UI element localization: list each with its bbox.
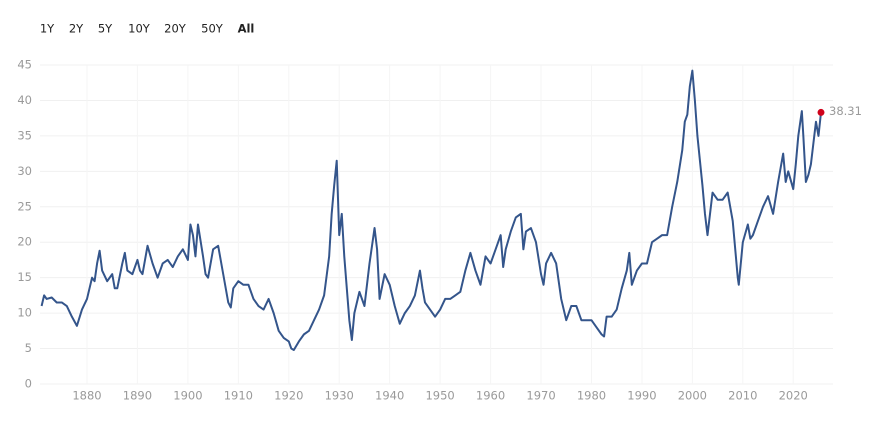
range-button[interactable]: All bbox=[238, 22, 255, 36]
series-line bbox=[40, 69, 822, 351]
x-tick-label: 1990 bbox=[627, 389, 656, 403]
x-tick-label: 1900 bbox=[173, 389, 202, 403]
range-button[interactable]: 5Y bbox=[98, 22, 113, 36]
x-tick-label: 1890 bbox=[123, 389, 152, 403]
range-button[interactable]: 50Y bbox=[201, 22, 224, 36]
y-tick-label: 30 bbox=[17, 164, 32, 178]
range-button[interactable]: 2Y bbox=[69, 22, 84, 36]
x-tick-label: 1980 bbox=[577, 389, 606, 403]
y-tick-label: 45 bbox=[17, 58, 32, 72]
range-button[interactable]: 20Y bbox=[164, 22, 187, 36]
last-point bbox=[817, 108, 825, 116]
x-tick-label: 1920 bbox=[274, 389, 303, 403]
range-button[interactable]: 1Y bbox=[40, 22, 55, 36]
y-tick-label: 25 bbox=[17, 199, 32, 213]
x-tick-label: 2010 bbox=[728, 389, 757, 403]
y-tick-label: 10 bbox=[17, 306, 32, 320]
y-tick-label: 40 bbox=[17, 93, 32, 107]
last-value-label: 38.31 bbox=[829, 104, 862, 118]
x-tick-label: 1970 bbox=[526, 389, 555, 403]
x-tick-label: 1930 bbox=[325, 389, 354, 403]
y-tick-label: 35 bbox=[17, 128, 32, 142]
y-tick-label: 20 bbox=[17, 235, 32, 249]
y-tick-label: 5 bbox=[25, 341, 32, 355]
range-button[interactable]: 10Y bbox=[128, 22, 151, 36]
x-tick-label: 2000 bbox=[678, 389, 707, 403]
x-tick-label: 1940 bbox=[375, 389, 404, 403]
y-tick-label: 15 bbox=[17, 270, 32, 284]
x-tick-label: 1910 bbox=[224, 389, 253, 403]
y-tick-label: 0 bbox=[25, 377, 32, 391]
x-tick-label: 2020 bbox=[779, 389, 808, 403]
x-tick-label: 1950 bbox=[425, 389, 454, 403]
x-tick-label: 1880 bbox=[72, 389, 101, 403]
x-tick-label: 1960 bbox=[476, 389, 505, 403]
